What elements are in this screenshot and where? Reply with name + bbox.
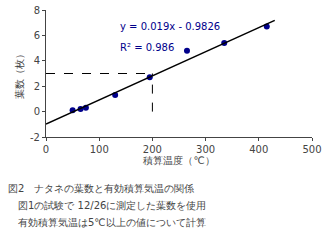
svg-text:y = 0.019x - 0.9826: y = 0.019x - 0.9826: [120, 21, 220, 32]
svg-text:200: 200: [143, 144, 162, 155]
svg-text:-2: -2: [30, 132, 40, 143]
svg-text:図2 ナタネの葉数と有効積算気温の関係: 図2 ナタネの葉数と有効積算気温の関係: [8, 183, 194, 194]
svg-text:4: 4: [34, 55, 40, 66]
svg-text:葉数（枚）: 葉数（枚）: [14, 49, 25, 99]
svg-text:R² = 0.986: R² = 0.986: [120, 42, 174, 53]
svg-text:有効積算気温は5℃以上の値について計算: 有効積算気温は5℃以上の値について計算: [8, 217, 206, 228]
svg-text:6: 6: [34, 30, 40, 41]
svg-text:0: 0: [34, 106, 40, 117]
svg-text:0: 0: [43, 144, 49, 155]
svg-text:400: 400: [249, 144, 268, 155]
svg-text:2: 2: [34, 81, 40, 92]
svg-text:100: 100: [90, 144, 109, 155]
svg-text:8: 8: [34, 5, 40, 16]
svg-text:500: 500: [302, 144, 321, 155]
svg-text:積算温度（℃）: 積算温度（℃）: [143, 155, 214, 166]
svg-text:300: 300: [196, 144, 215, 155]
svg-text:図1の試験で 12/26に測定した葉数を使用: 図1の試験で 12/26に測定した葉数を使用: [8, 200, 206, 211]
